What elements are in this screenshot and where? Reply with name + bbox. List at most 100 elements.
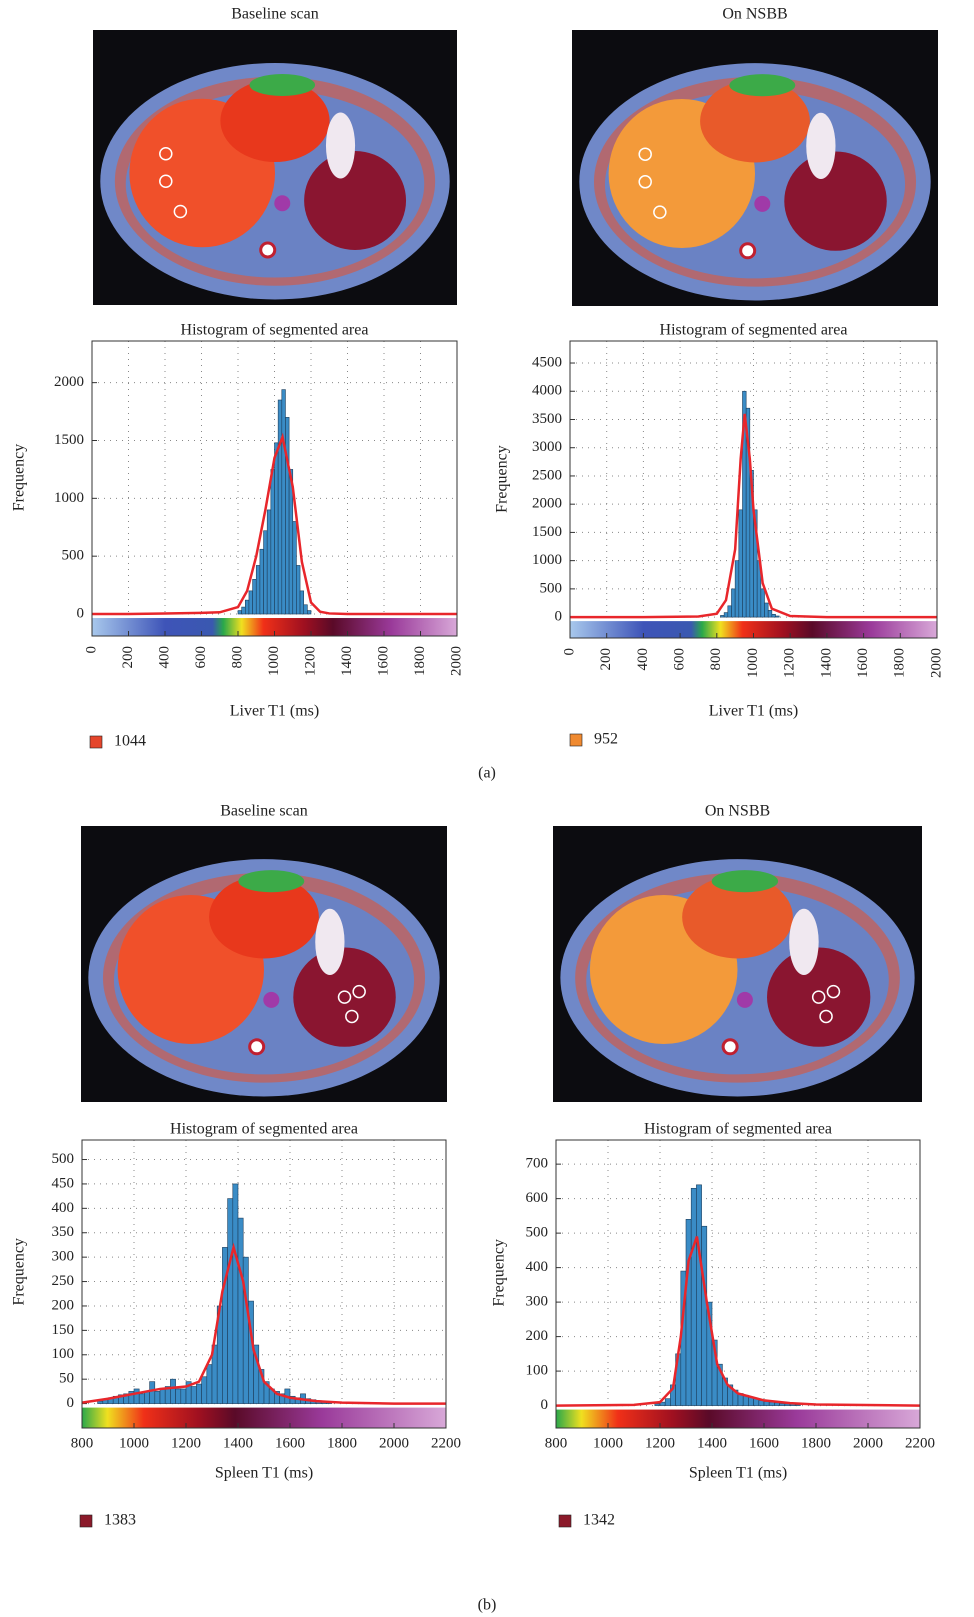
y-tick-label: 2500 <box>532 467 562 483</box>
legend-label: 1044 <box>114 733 146 750</box>
y-tick-label: 400 <box>52 1200 75 1216</box>
x-tick-label: 0 <box>83 646 99 654</box>
chart-panel: On NSBB Histogram of segmented area 0 100 20… <box>491 803 935 1529</box>
mri-aorta <box>274 195 291 212</box>
chart-panel: On NSBB Histogram of segmented area 0 500 10… <box>494 6 945 748</box>
mri-vessel <box>315 908 345 976</box>
histogram-bar <box>242 1256 249 1404</box>
x-tick-label: 800 <box>708 648 724 671</box>
y-tick-label: 600 <box>526 1190 549 1206</box>
x-tick-label: 2200 <box>905 1435 935 1451</box>
histogram-bar <box>201 1376 208 1404</box>
y-tick-label: 4000 <box>532 383 562 399</box>
roi-circle <box>653 205 667 219</box>
histogram-bar <box>277 399 283 615</box>
histogram-bar <box>654 1403 661 1406</box>
chart-panel: Baseline scan Histogram of segmented area… <box>11 803 461 1529</box>
x-tick-label: 600 <box>193 646 209 669</box>
histogram-bar <box>159 1388 166 1404</box>
y-tick-label: 300 <box>52 1249 75 1265</box>
histogram-bar <box>727 605 732 618</box>
histogram-bar <box>696 1184 702 1406</box>
mri-spleen <box>293 947 396 1047</box>
roi-circle <box>826 984 841 999</box>
plot-area <box>556 1140 920 1428</box>
histogram-bar <box>731 588 736 618</box>
y-tick-label: 350 <box>52 1224 75 1240</box>
histogram-bar <box>259 548 264 615</box>
colorbar <box>570 621 937 638</box>
plot-frame <box>81 1139 447 1429</box>
legend-swatch <box>89 735 103 749</box>
histogram-bar <box>764 602 769 618</box>
y-tick-label: 1000 <box>532 552 562 568</box>
histogram-bar <box>245 599 250 615</box>
mri-green <box>249 74 316 96</box>
histogram-bar <box>723 612 729 618</box>
histogram-bar <box>266 509 272 615</box>
legend-label: 952 <box>594 731 618 748</box>
legend-swatch <box>569 733 583 747</box>
y-tick-label: 150 <box>52 1322 75 1338</box>
legend-swatch <box>558 1514 572 1528</box>
y-tick-label: 500 <box>540 580 563 596</box>
plot-frame <box>555 1139 921 1429</box>
x-tick-label: 2000 <box>853 1435 883 1451</box>
histogram-bar <box>252 579 257 615</box>
y-tick-label: 200 <box>526 1328 549 1344</box>
histogram-bar <box>237 1217 244 1404</box>
roi-circle <box>638 175 652 189</box>
histogram-bar <box>196 1383 202 1404</box>
x-tick-label: 1400 <box>818 648 834 678</box>
x-tick-label: 1600 <box>375 646 391 676</box>
mri-aorta <box>263 991 280 1008</box>
panel-label: (b) <box>478 1597 497 1614</box>
colorbar <box>556 1409 920 1428</box>
histogram-bar <box>767 610 773 618</box>
x-axis-label: Spleen T1 (ms) <box>215 1465 313 1482</box>
x-tick-label: 400 <box>635 648 651 671</box>
x-tick-label: 1200 <box>782 648 798 678</box>
x-tick-label: 1200 <box>171 1435 201 1451</box>
roi-circle <box>811 990 826 1004</box>
histogram-bar <box>775 615 780 618</box>
x-axis-label: Liver T1 (ms) <box>709 703 798 720</box>
mri-aorta <box>754 195 771 212</box>
mri-aorta <box>736 991 753 1008</box>
y-axis-label: Frequency <box>11 444 28 512</box>
x-tick-label: 2200 <box>431 1435 461 1451</box>
mri-stomach <box>682 875 793 959</box>
histogram-bar <box>299 590 304 615</box>
roi-circle <box>352 984 366 999</box>
y-tick-label: 0 <box>77 605 85 621</box>
roi-circle <box>345 1009 359 1024</box>
y-tick-label: 4500 <box>532 354 562 370</box>
histogram-bar <box>734 560 740 618</box>
x-tick-label: 1600 <box>749 1435 779 1451</box>
x-tick-label: 200 <box>120 646 136 669</box>
x-tick-label: 1600 <box>275 1435 305 1451</box>
histogram-bar <box>270 469 275 615</box>
chart-title: Histogram of segmented area <box>644 1121 832 1138</box>
histogram-bar <box>170 1378 176 1404</box>
histogram-bar <box>690 1187 697 1406</box>
y-tick-label: 250 <box>52 1273 75 1289</box>
plot-frame <box>569 340 938 639</box>
histogram-bar <box>720 615 725 618</box>
x-tick-label: 1400 <box>223 1435 253 1451</box>
y-tick-label: 50 <box>59 1371 74 1387</box>
roi-circle <box>337 990 352 1004</box>
legend-label: 1383 <box>104 1512 136 1529</box>
colorbar <box>82 1407 446 1428</box>
y-tick-label: 500 <box>52 1151 75 1167</box>
histogram-bar <box>149 1381 156 1404</box>
histogram-bar <box>133 1388 140 1404</box>
y-tick-label: 400 <box>526 1259 549 1275</box>
y-axis-label: Frequency <box>494 445 511 513</box>
y-tick-label: 500 <box>526 1225 549 1241</box>
fit-curve <box>92 432 457 616</box>
histogram-bar <box>248 590 253 615</box>
mri-spleen <box>304 151 407 250</box>
y-tick-label: 0 <box>67 1395 75 1411</box>
x-tick-label: 1000 <box>593 1435 623 1451</box>
